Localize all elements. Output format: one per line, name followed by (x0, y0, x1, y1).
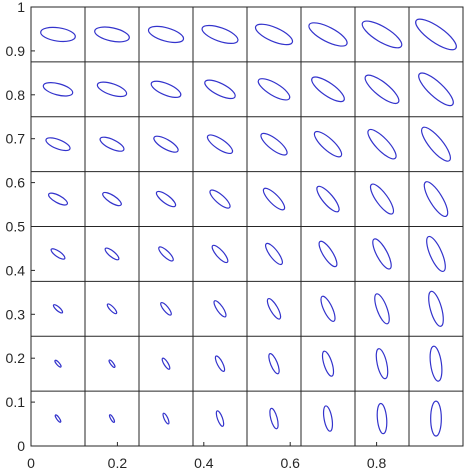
y-tick-label: 0.5 (6, 219, 26, 235)
ellipse-marker (313, 130, 343, 158)
ellipse-marker (214, 355, 226, 372)
ellipse-marker (320, 295, 336, 322)
ellipse-marker (369, 183, 395, 215)
ellipse-marker (102, 191, 122, 207)
ellipse-marker (160, 301, 172, 316)
ellipse-marker (316, 185, 340, 213)
ellipse-marker (372, 238, 392, 270)
ellipse-marker (213, 300, 227, 318)
ellipse-marker (429, 345, 443, 382)
ellipse-marker (211, 244, 229, 264)
ellipse-marker (42, 82, 74, 97)
ellipse-marker (40, 26, 76, 43)
ellipse-marker (266, 297, 282, 320)
ellipse-marker (54, 414, 62, 423)
ellipse-marker (415, 18, 457, 51)
ellipse-marker (269, 407, 279, 430)
y-tick-label: 1 (17, 0, 25, 15)
ellipse-marker (262, 187, 286, 211)
ellipse-marker (47, 192, 69, 206)
ellipse-marker (54, 359, 62, 368)
y-axis-ticks: 0 0.1 0.2 0.3 0.4 0.5 0.6 0.7 0.8 0.9 1 (6, 0, 35, 454)
ellipse-marker (106, 303, 118, 315)
x-tick-label: 0.6 (280, 455, 300, 471)
ellipse-marker (52, 304, 64, 314)
ellipse-marker (268, 353, 280, 375)
y-tick-label: 0.8 (6, 87, 26, 103)
ellipse-marker (318, 240, 338, 268)
ellipse-marker (150, 80, 182, 98)
ellipse-markers (40, 18, 457, 437)
y-tick-label: 0.3 (6, 306, 26, 322)
y-tick-label: 0 (17, 438, 25, 454)
ellipse-marker (375, 348, 389, 380)
ellipse-marker (376, 402, 388, 435)
y-tick-label: 0.2 (6, 350, 26, 366)
ellipse-marker (321, 350, 335, 377)
ellipse-marker (50, 248, 66, 260)
ellipse-marker (108, 414, 116, 423)
ellipse-marker (215, 410, 225, 427)
y-tick-label: 0.6 (6, 175, 26, 191)
ellipse-marker (364, 74, 400, 105)
ellipse-marker (421, 126, 451, 162)
ellipse-marker (201, 24, 239, 44)
x-tick-label: 0.4 (194, 455, 214, 471)
y-tick-label: 0.4 (6, 262, 26, 278)
ellipse-marker (418, 72, 454, 107)
ellipse-marker (94, 26, 130, 43)
ellipse-marker (311, 76, 345, 103)
y-tick-label: 0.9 (6, 43, 26, 59)
ellipse-marker (308, 22, 348, 47)
ellipse-marker (161, 357, 171, 370)
ellipse-marker (99, 136, 125, 152)
ellipse-marker (264, 242, 284, 266)
x-axis-ticks: 0 0.2 0.4 0.6 0.8 (27, 442, 387, 471)
ellipse-marker (162, 412, 170, 425)
ellipse-marker (322, 405, 334, 432)
ellipse-marker (96, 81, 128, 98)
y-tick-label: 0.1 (6, 394, 26, 410)
x-tick-label: 0 (27, 455, 35, 471)
ellipse-marker (45, 137, 71, 152)
ellipse-marker (108, 359, 116, 368)
ellipse-marker (158, 246, 174, 262)
y-tick-label: 0.7 (6, 131, 26, 147)
ellipse-marker (147, 25, 185, 44)
ellipse-marker (423, 181, 449, 217)
ellipse-marker (361, 20, 403, 49)
ellipse-marker (426, 235, 446, 273)
ellipse-marker (153, 135, 179, 153)
ellipse-marker (204, 79, 236, 100)
ellipse-marker (260, 132, 288, 156)
ellipse-marker (254, 23, 294, 46)
ellipse-marker (206, 134, 234, 155)
ellipse-marker (257, 78, 291, 101)
ellipse-marker (104, 247, 120, 261)
ellipse-marker (428, 290, 444, 327)
cell-grid (31, 7, 463, 446)
ellipse-marker (430, 400, 442, 437)
ellipse-marker (155, 190, 177, 208)
ellipse-marker (367, 128, 397, 160)
x-tick-label: 0.8 (367, 455, 387, 471)
x-tick-label: 0.2 (108, 455, 128, 471)
ellipse-marker (374, 293, 390, 325)
ellipse-marker (209, 189, 231, 209)
